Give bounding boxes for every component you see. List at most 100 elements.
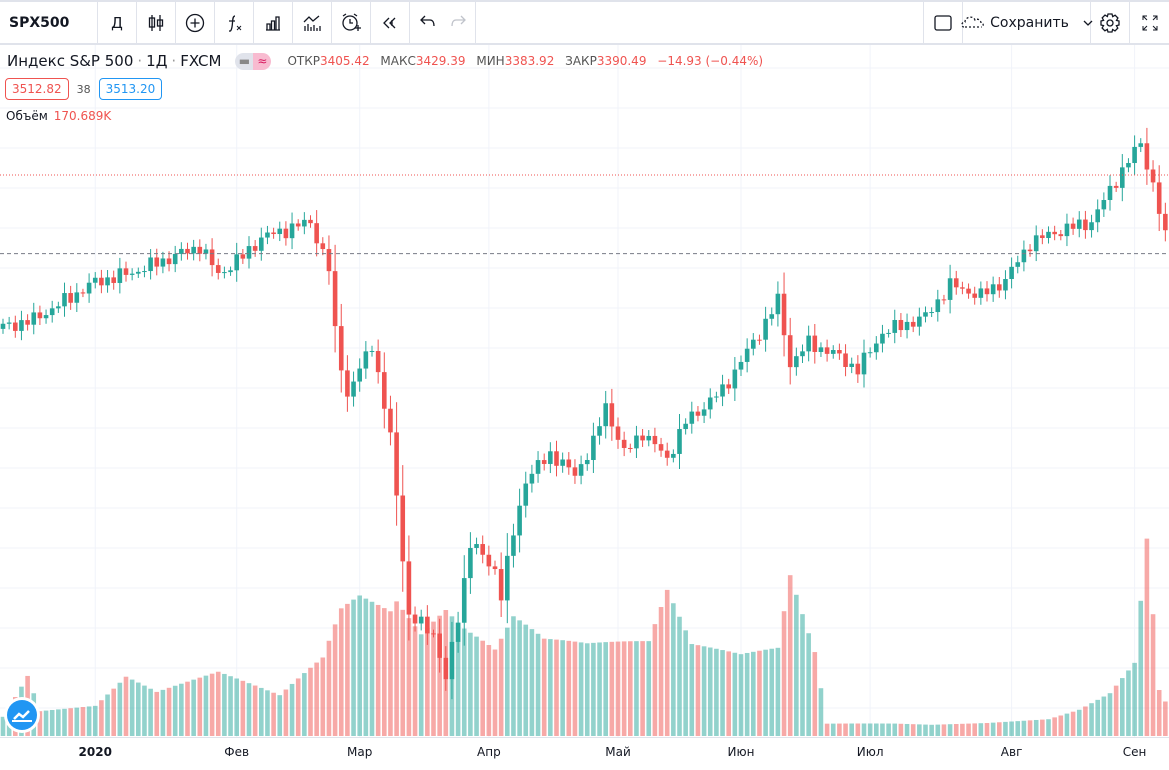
legend-toggle[interactable]: ▬ ≈ <box>235 52 272 70</box>
candle-body <box>308 219 313 224</box>
candle-body <box>388 408 393 433</box>
volume-bar <box>320 657 326 736</box>
candle-body <box>271 232 276 235</box>
volume-bar <box>136 682 141 736</box>
volume-bar <box>818 688 824 736</box>
tradingview-logo[interactable] <box>7 700 37 730</box>
candle-body <box>855 363 861 375</box>
candle-body <box>898 319 904 331</box>
layout-icon[interactable] <box>924 2 963 43</box>
candle-body <box>910 321 916 327</box>
price-chart[interactable] <box>0 45 1169 737</box>
candle-body <box>123 268 129 275</box>
volume-bar <box>252 685 258 736</box>
candle-body <box>554 451 559 466</box>
volume-bar <box>234 678 239 736</box>
volume-bar <box>837 723 842 736</box>
volume-bar <box>185 681 190 736</box>
time-axis-label: 2020 <box>78 745 112 759</box>
volume-bar <box>492 649 498 736</box>
volume-bar <box>406 618 412 736</box>
candle-body <box>548 451 553 464</box>
candle-body <box>136 271 141 274</box>
save-button[interactable]: Сохранить <box>960 2 1093 43</box>
candle-body <box>769 314 775 319</box>
candle-body <box>474 544 479 548</box>
candle-body <box>757 339 762 341</box>
candle-body <box>314 223 319 244</box>
legend-separator: · <box>137 52 143 70</box>
settings-icon[interactable] <box>1091 2 1130 43</box>
candle-body <box>209 249 215 266</box>
candle-body <box>117 268 123 283</box>
candle-body <box>425 616 430 634</box>
volume-bar <box>80 707 86 736</box>
candle-body <box>228 270 233 273</box>
templates-icon[interactable] <box>254 2 293 43</box>
redo-icon[interactable] <box>450 14 466 32</box>
cloud-save-icon <box>960 12 986 34</box>
candle-body <box>621 439 627 448</box>
volume-bar <box>541 638 547 736</box>
volume-bar <box>892 723 898 736</box>
volume-bar <box>689 644 695 736</box>
symbol-search-button[interactable]: SPX500 <box>0 2 98 43</box>
candle-body <box>1015 262 1021 267</box>
candle-body <box>972 293 977 298</box>
volume-bar <box>123 676 129 736</box>
volume-bar <box>1040 719 1045 736</box>
volume-bar <box>172 685 178 736</box>
volume-bar <box>1095 699 1100 736</box>
sell-price-button[interactable]: 3512.82 <box>5 78 69 100</box>
fullscreen-icon[interactable] <box>1130 2 1169 43</box>
buy-price-button[interactable]: 3513.20 <box>98 78 163 100</box>
volume-bar <box>757 650 762 736</box>
candle-body <box>628 447 633 449</box>
candle-body <box>511 535 516 556</box>
volume-bar <box>86 706 92 736</box>
undo-icon[interactable] <box>419 14 436 32</box>
candle-body <box>1052 231 1057 235</box>
candle-body <box>892 319 898 333</box>
volume-bar <box>683 630 688 736</box>
candle-body <box>406 561 412 615</box>
volume-bar <box>99 700 104 736</box>
chevron-down-icon[interactable] <box>1083 15 1093 31</box>
volume-bar <box>953 724 959 736</box>
candle-body <box>818 347 824 352</box>
volume-bar <box>338 608 344 736</box>
volume-bar <box>1027 720 1033 736</box>
volume-bar <box>720 650 725 736</box>
volume-bar <box>1033 719 1039 736</box>
interval-button[interactable]: Д <box>98 2 137 43</box>
candle-body <box>252 246 258 251</box>
volume-bar <box>751 651 756 736</box>
candle-body <box>1101 200 1107 210</box>
candles-icon[interactable] <box>137 2 176 43</box>
chart-legend: Индекс S&P 500 · 1Д · FXCM ▬ ≈ ОТКР3405.4… <box>7 52 770 70</box>
minus-icon[interactable]: ▬ <box>235 52 254 70</box>
volume-bar <box>148 688 153 736</box>
replay-icon[interactable] <box>371 2 410 43</box>
candle-body <box>492 566 498 570</box>
candle-body <box>578 464 584 476</box>
volume-bar <box>646 641 652 736</box>
candle-body <box>1076 219 1082 229</box>
top-toolbar: SPX500 Д Сохранить <box>0 0 1169 45</box>
time-axis[interactable]: 2020 Фев Мар Апр Май Июн Июл Авг Сен <box>0 737 1169 765</box>
candle-body <box>689 411 695 424</box>
save-label: Сохранить <box>990 14 1069 31</box>
indicators-icon[interactable] <box>215 2 254 43</box>
volume-bar <box>1058 715 1064 736</box>
candle-body <box>1150 169 1156 183</box>
volume-bar <box>382 608 387 736</box>
volume-bar <box>375 604 381 736</box>
alert-icon[interactable] <box>332 2 371 43</box>
add-compare-icon[interactable] <box>176 2 215 43</box>
wave-icon[interactable]: ≈ <box>253 52 272 70</box>
bar-replay-chart-icon[interactable] <box>293 2 332 43</box>
toolbar-spacer <box>476 2 924 43</box>
volume-bar <box>714 648 719 736</box>
time-axis-label: Май <box>605 745 631 759</box>
time-axis-label: Апр <box>477 745 501 759</box>
